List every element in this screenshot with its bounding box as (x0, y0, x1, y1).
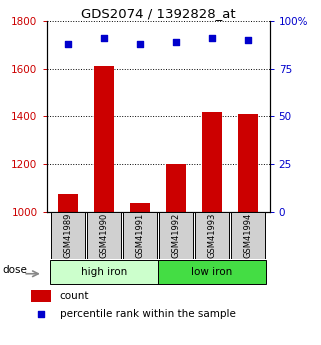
Bar (202, 112, 222, 212)
Bar (94, 66, 114, 212)
Bar (50, 260, 158, 284)
Bar (130, 203, 150, 212)
Text: GSM41991: GSM41991 (135, 213, 144, 258)
Text: count: count (60, 291, 89, 301)
Title: GDS2074 / 1392828_at: GDS2074 / 1392828_at (81, 7, 235, 20)
Point (101, 35, 107, 41)
Text: percentile rank within the sample: percentile rank within the sample (60, 308, 235, 318)
Bar (166, 164, 186, 212)
Point (137, 41, 143, 47)
Point (210, 35, 215, 41)
Text: high iron: high iron (81, 267, 127, 277)
Bar (158, 260, 266, 284)
Bar (58, 194, 78, 212)
Text: GSM41989: GSM41989 (64, 213, 73, 258)
Bar (31, 290, 51, 303)
Text: GSM41994: GSM41994 (244, 213, 253, 258)
Bar (159, 212, 193, 259)
Bar (87, 212, 121, 259)
Text: GSM41990: GSM41990 (100, 213, 108, 258)
Point (246, 37, 251, 43)
Text: dose: dose (2, 265, 27, 275)
Bar (51, 212, 85, 259)
Point (174, 39, 179, 45)
Bar (123, 212, 157, 259)
Point (65, 41, 71, 47)
Text: low iron: low iron (191, 267, 233, 277)
Text: GSM41992: GSM41992 (172, 213, 181, 258)
Text: GSM41993: GSM41993 (208, 213, 217, 258)
Point (39, 311, 44, 316)
Bar (195, 212, 229, 259)
Bar (238, 114, 258, 212)
Bar (231, 212, 265, 259)
